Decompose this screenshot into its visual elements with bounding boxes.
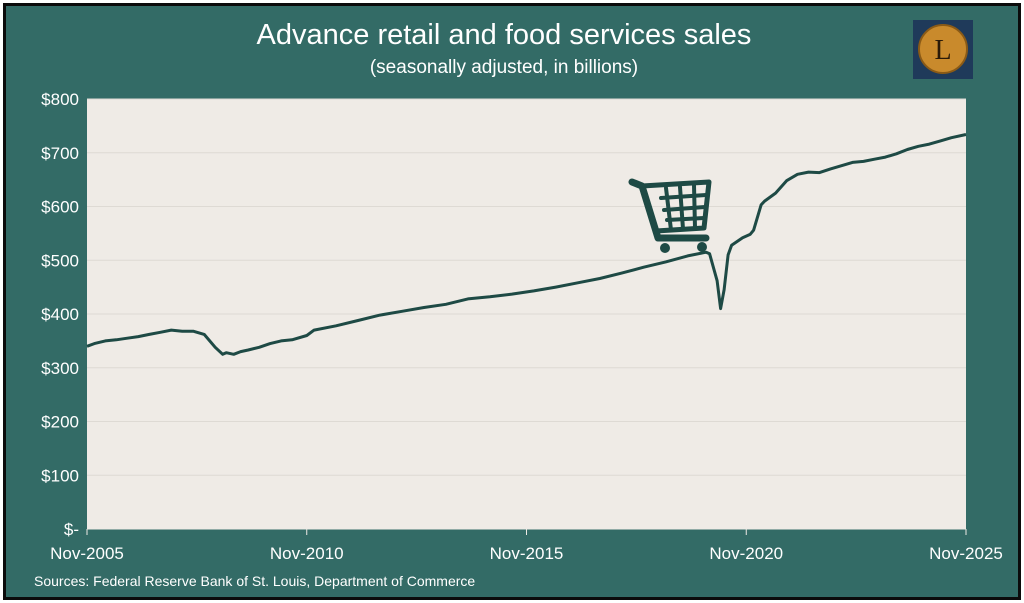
y-tick-label: $600 [41,198,79,217]
x-tick-label: Nov-2020 [709,544,783,563]
series-line [86,133,967,356]
series-layer [86,133,967,356]
chart-subtitle: (seasonally adjusted, in billions) [370,57,638,78]
line-chart: $- $100 $200 $300 $400 $500 $600 $700 $800 Nov-2… [34,19,1003,589]
chart-title: Advance retail and food services sales [257,19,752,51]
logo: L [913,20,973,79]
logo-letter: L [934,35,951,66]
shopping-cart-icon [628,178,712,253]
y-tick-label: $100 [41,466,79,485]
chart-frame: $- $100 $200 $300 $400 $500 $600 $700 $800 Nov-2… [3,3,1021,600]
x-tick-label: Nov-2010 [270,544,344,563]
x-tick-label: Nov-2025 [929,544,1003,563]
source-note: Sources: Federal Reserve Bank of St. Lou… [34,573,475,589]
y-tick-label: $800 [41,90,79,109]
x-tick-label: Nov-2005 [50,544,124,563]
y-tick-label: $300 [41,359,79,378]
y-tick-label: $500 [41,251,79,270]
y-tick-label: $400 [41,305,79,324]
x-axis: Nov-2005 Nov-2010 Nov-2015 Nov-2020 Nov-2025 [50,528,1003,563]
y-axis: $- $100 $200 $300 $400 $500 $600 $700 $800 [41,90,79,539]
x-tick-label: Nov-2015 [490,544,564,563]
y-tick-label: $200 [41,413,79,432]
y-tick-label: $700 [41,144,79,163]
y-tick-label: $- [64,520,79,539]
